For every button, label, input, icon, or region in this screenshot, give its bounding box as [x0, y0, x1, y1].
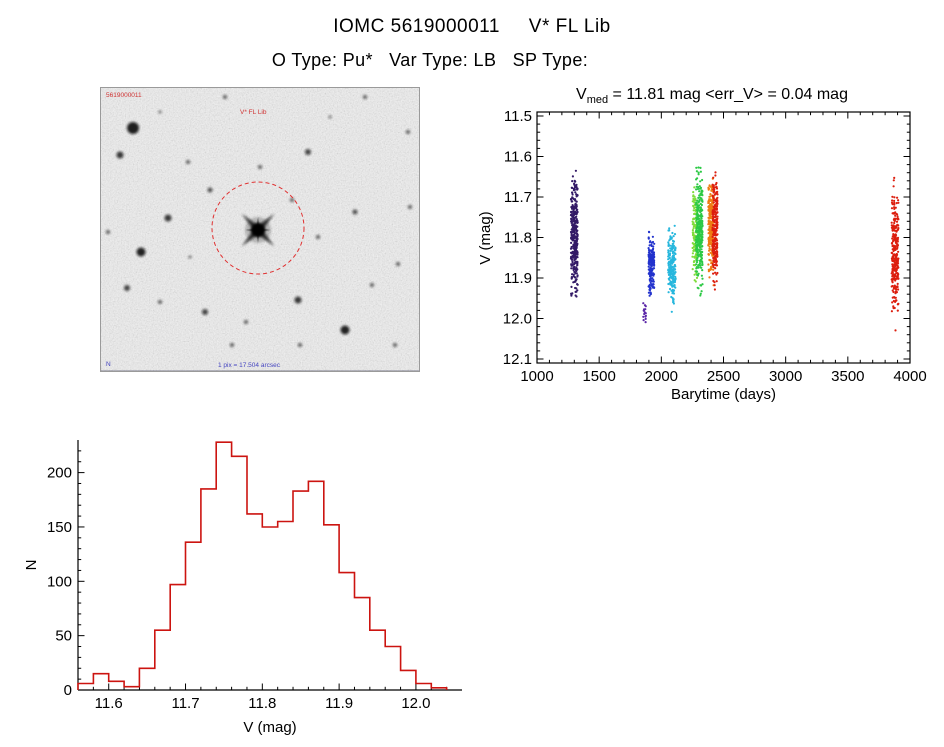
star — [202, 309, 208, 315]
star — [340, 325, 350, 335]
x-tick-label: 4000 — [893, 368, 926, 385]
x-tick-label: 3000 — [769, 368, 802, 385]
x-axis-label: V (mag) — [243, 719, 296, 736]
lightcurve-title-sub: med — [586, 94, 609, 107]
lightcurve-title-prefix: V — [576, 86, 587, 103]
starfield-orientation-label: N — [106, 361, 111, 368]
y-tick-label: 11.5 — [504, 108, 532, 125]
finding-chart-image: 5619000011 V* FL Lib N 1 pix = 17.504 arcse… — [100, 87, 420, 372]
magnitude-histogram-plot: 0 50 100 150 200 11.6 11.7 11.8 11.9 12.0 V (mag) N — [23, 440, 462, 736]
y-axis-label: V (mag) — [477, 211, 494, 264]
star — [406, 130, 410, 134]
star — [127, 122, 139, 134]
star — [164, 214, 172, 222]
starfield-border — [100, 87, 420, 372]
epoch-cluster-2305 — [694, 166, 704, 297]
star — [294, 296, 302, 304]
axes-ticks — [536, 112, 911, 363]
star — [363, 95, 367, 99]
star — [207, 187, 213, 193]
star — [116, 151, 124, 159]
y-axis-label: N — [23, 560, 40, 571]
star — [352, 209, 358, 215]
y-tick-label: 12.1 — [503, 351, 532, 368]
star — [186, 160, 190, 164]
x-tick-label: 1500 — [582, 368, 615, 385]
x-tick-label: 12.0 — [401, 695, 430, 712]
y-tick-label: 11.7 — [504, 189, 532, 206]
ticks — [78, 450, 448, 691]
epoch-cluster-2432 — [711, 171, 719, 291]
x-tick-label: 11.9 — [325, 695, 353, 712]
page-subtitle: O Type: Pu* Var Type: LB SP Type: — [271, 50, 589, 70]
field-stars — [106, 95, 412, 347]
lightcurve-title: Vmed = 11.81 mag <err_V> = 0.04 mag — [480, 86, 944, 106]
epoch-cluster-1300 — [569, 169, 579, 298]
x-tick-label: 2000 — [645, 368, 678, 385]
star — [124, 285, 130, 291]
x-axis-label: Barytime (days) — [671, 386, 776, 403]
star — [244, 320, 248, 324]
star — [298, 343, 302, 347]
star — [370, 283, 374, 287]
starfield-name-label: V* FL Lib — [240, 109, 267, 116]
star — [396, 262, 400, 266]
y-tick-label: 0 — [64, 682, 72, 699]
x-tick-label: 11.8 — [248, 695, 276, 712]
target-star — [241, 213, 275, 247]
x-tick-label: 11.7 — [171, 695, 199, 712]
x-tick-label: 11.6 — [95, 695, 123, 712]
epoch-cluster-3880 — [890, 176, 900, 332]
star — [223, 95, 227, 99]
star — [158, 300, 162, 304]
y-tick-label: 200 — [47, 465, 72, 482]
star — [290, 198, 294, 202]
x-tick-label: 2500 — [707, 368, 740, 385]
plot-frame — [536, 111, 911, 364]
star — [393, 343, 397, 347]
epoch-cluster-1920 — [647, 230, 656, 297]
epoch-cluster-1865 — [642, 302, 647, 324]
axes — [77, 440, 462, 691]
epoch-cluster-2085 — [667, 224, 677, 313]
y-tick-label: 11.9 — [504, 270, 532, 287]
star — [106, 230, 110, 234]
star — [230, 343, 234, 347]
lightcurve-title-suffix: = 11.81 mag <err_V> = 0.04 mag — [608, 86, 848, 103]
star — [316, 235, 320, 239]
star — [158, 110, 162, 114]
page-title: IOMC 5619000011 V* FL Lib — [333, 16, 611, 37]
histogram-outline — [77, 441, 448, 690]
star — [328, 115, 332, 119]
star — [258, 165, 262, 169]
star — [408, 205, 412, 209]
y-tick-label: 150 — [47, 519, 72, 536]
starfield-id-label: 5619000011 — [106, 92, 142, 99]
star — [305, 149, 311, 155]
y-tick-label: 12.0 — [503, 311, 532, 328]
x-tick-label: 1000 — [520, 368, 553, 385]
y-tick-label: 50 — [55, 628, 72, 645]
lightcurve-plot: 1000 1500 2000 2500 3000 3500 4000 11.5 11.6 11.7… — [477, 108, 927, 403]
aperture-circle — [211, 181, 305, 275]
y-tick-label: 11.8 — [504, 230, 532, 247]
starfield-scale-label: 1 pix = 17.504 arcsec — [218, 362, 281, 369]
star — [188, 255, 192, 259]
lightcurve-points — [569, 166, 900, 332]
y-tick-label: 100 — [47, 573, 72, 590]
star — [136, 247, 146, 257]
y-tick-label: 11.6 — [504, 149, 532, 166]
x-tick-label: 3500 — [831, 368, 864, 385]
